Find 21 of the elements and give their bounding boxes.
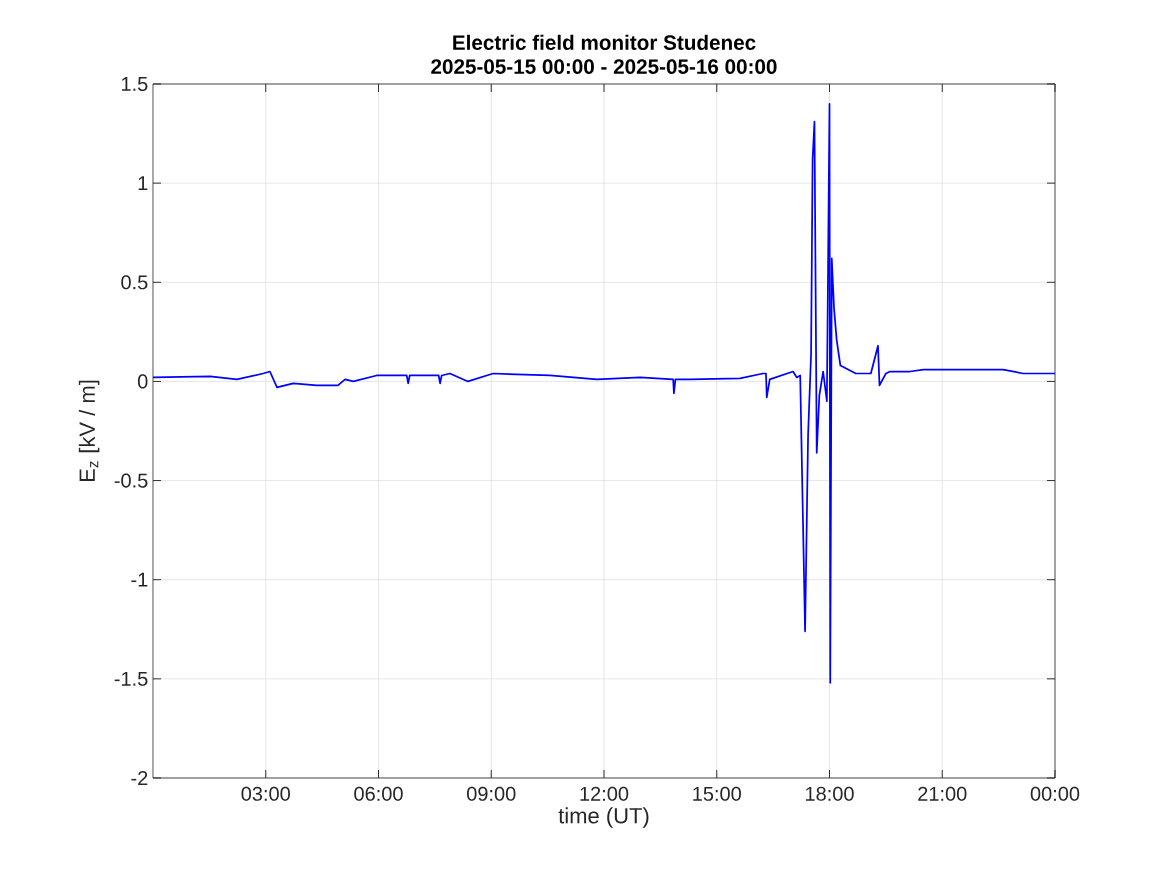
x-tick-label: 09:00 bbox=[467, 786, 516, 801]
chart-title: Electric field monitor Studenec bbox=[453, 34, 756, 50]
y-tick-label: -1 bbox=[131, 572, 148, 587]
x-tick-label: 15:00 bbox=[693, 786, 741, 801]
y-tick-label: -1.5 bbox=[114, 671, 148, 686]
y-tick-label: 1 bbox=[138, 176, 148, 191]
x-tick-label: 18:00 bbox=[806, 786, 854, 801]
x-tick-label: 00:00 bbox=[1030, 786, 1080, 801]
x-tick-label: 03:00 bbox=[241, 786, 290, 801]
y-tick-label: -2 bbox=[131, 771, 148, 785]
x-tick-label: 21:00 bbox=[918, 786, 967, 801]
y-tick-label: 0 bbox=[137, 374, 148, 389]
y-tick-label: 0.5 bbox=[121, 275, 148, 290]
line-series bbox=[153, 102, 1056, 684]
y-axis-title: E$_{z}$ [kV / m] bbox=[78, 380, 100, 482]
chart-subtitle: 2025-05-15 00:00 - 2025-05-16 00:00 bbox=[431, 59, 777, 74]
y-tick-label: -0.5 bbox=[114, 473, 148, 488]
x-tick-label: 12:00 bbox=[580, 786, 629, 801]
y-tick-label: 1.5 bbox=[122, 77, 148, 91]
x-axis-title: time (UT) bbox=[558, 807, 649, 828]
x-tick-label: 06:00 bbox=[354, 786, 403, 801]
